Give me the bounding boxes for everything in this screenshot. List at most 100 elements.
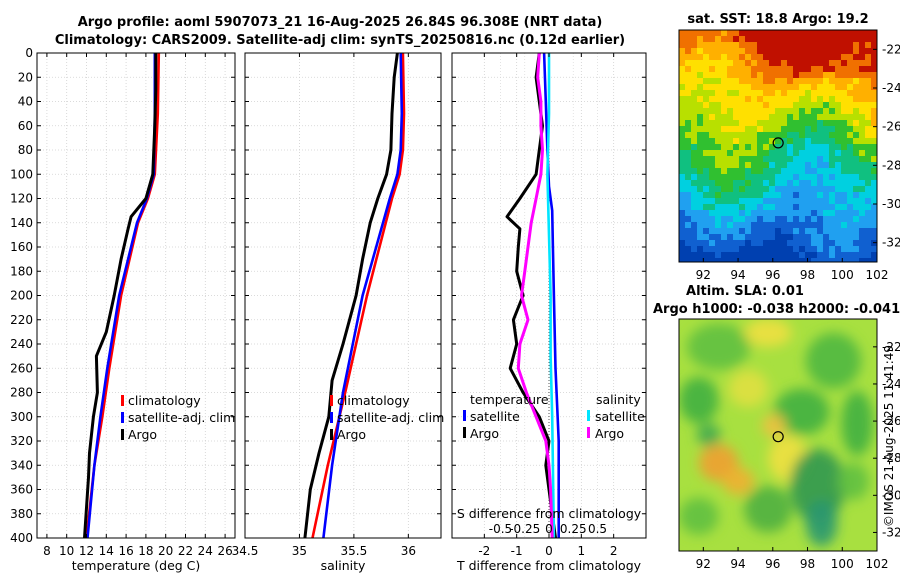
sst-cell [853, 78, 860, 85]
sst-cell [835, 168, 842, 175]
sst-cell [685, 234, 692, 241]
sst-cell [769, 246, 776, 253]
sst-cell [697, 252, 704, 259]
sst-cell [763, 216, 770, 223]
sst-cell [697, 126, 704, 133]
sst-cell [793, 126, 800, 133]
sst-cell [793, 36, 800, 43]
sst-cell [727, 234, 734, 241]
sst-cell [853, 168, 860, 175]
sst-cell [871, 60, 877, 67]
sst-cell [727, 222, 734, 229]
sst-cell [847, 48, 854, 55]
sst-cell [823, 228, 830, 235]
sst-cell [775, 156, 782, 163]
sst-cell [757, 72, 764, 79]
sst-cell [781, 210, 788, 217]
series-group [505, 52, 561, 539]
sst-cell [805, 222, 812, 229]
sst-cell [703, 84, 710, 91]
sst-cell [787, 30, 794, 37]
sst-cell [787, 66, 794, 73]
sst-cell [859, 228, 866, 235]
sst-cell [709, 36, 716, 43]
sst-cell [859, 156, 866, 163]
sst-map-panel: 92 94 96 98 100 102 -22 -24 -26 -28 -30 -32 sat. SST… [678, 12, 900, 282]
sst-cell [799, 144, 806, 151]
sst-cell [751, 126, 758, 133]
sst-cell [799, 138, 806, 145]
sst-cell [775, 108, 782, 115]
sla-blob-12 [744, 486, 792, 533]
sst-cell [787, 84, 794, 91]
sst-cell [721, 108, 728, 115]
sst-cell [847, 144, 854, 151]
sst-cell [799, 132, 806, 139]
sst-cell [841, 54, 848, 61]
sst-cell [823, 210, 830, 217]
sst-cell [871, 108, 877, 115]
sst-cell [841, 252, 848, 259]
map-x-tick-label: 94 [730, 268, 745, 282]
sst-cell [817, 30, 824, 37]
sst-cell [721, 216, 728, 223]
sst-cell [871, 228, 877, 235]
sst-cell [733, 78, 740, 85]
sst-cell [865, 210, 872, 217]
legend-swatch-temp-argo [463, 427, 466, 438]
sst-cell [715, 174, 722, 181]
sst-cell [721, 96, 728, 103]
sst-cell [733, 258, 740, 262]
sst-cell [745, 30, 752, 37]
sst-cell [835, 66, 842, 73]
sst-cell [817, 42, 824, 49]
sst-cell [781, 186, 788, 193]
sst-cell [745, 186, 752, 193]
sst-cell [715, 156, 722, 163]
sst-cell [769, 42, 776, 49]
sst-cell [757, 228, 764, 235]
sst-cell [781, 126, 788, 133]
sst-cell [799, 150, 806, 157]
sst-cell [703, 48, 710, 55]
sst-cell [745, 210, 752, 217]
sla-blob-4 [728, 370, 769, 408]
y-tick-label: 220 [10, 313, 33, 327]
sst-cell [781, 72, 788, 79]
sst-cell [745, 222, 752, 229]
y-tick-label: 40 [18, 95, 33, 109]
sst-cell [709, 240, 716, 247]
sst-cell [793, 162, 800, 169]
sst-cell [685, 168, 692, 175]
sst-cell [703, 96, 710, 103]
sst-cell [745, 126, 752, 133]
sst-cell [709, 102, 716, 109]
sst-cell [769, 138, 776, 145]
sst-cell [847, 246, 854, 253]
sst-cell [787, 258, 794, 262]
sst-cell [847, 114, 854, 121]
sst-cell [697, 30, 704, 37]
sst-cell [745, 144, 752, 151]
sst-cell [847, 102, 854, 109]
sst-cell [841, 42, 848, 49]
sst-cell [709, 48, 716, 55]
sst-cell [793, 84, 800, 91]
sst-cell [751, 174, 758, 181]
sst-cell [697, 54, 704, 61]
sst-cell [829, 120, 836, 127]
sst-cell [811, 228, 818, 235]
map-image [679, 319, 877, 551]
sst-cell [829, 258, 836, 262]
sst-cell [727, 192, 734, 199]
sst-cell [775, 246, 782, 253]
sst-cell [871, 84, 877, 91]
sst-cell [871, 144, 877, 151]
sst-cell [757, 126, 764, 133]
sst-cell [787, 150, 794, 157]
sst-cell [715, 90, 722, 97]
sst-cell [841, 240, 848, 247]
sst-cell [769, 132, 776, 139]
sst-cell [787, 144, 794, 151]
sst-cell [871, 132, 877, 139]
